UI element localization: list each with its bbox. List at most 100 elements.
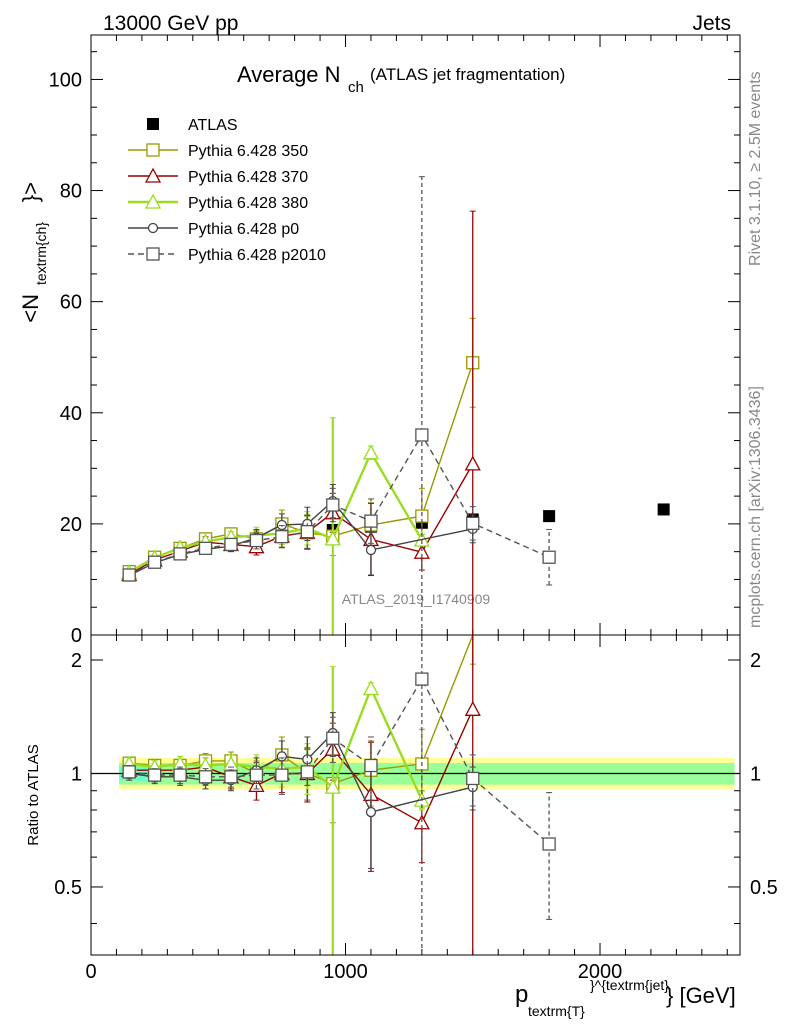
y-tick-label-top: 20 — [60, 514, 82, 536]
data-point — [248, 776, 265, 793]
y-tick-label-top: 40 — [60, 403, 82, 425]
data-point — [326, 731, 340, 745]
ratio-series-layer — [121, 634, 556, 956]
data-point — [198, 541, 213, 555]
side-version-text: Rivet 3.1.10, ≥ 2.5M events — [747, 71, 764, 266]
y-axis-label-main: }> — [18, 182, 43, 202]
data-point — [276, 751, 288, 762]
x-axis-label-main: p — [515, 981, 528, 1008]
y-tick-label-ratio: 2 — [71, 650, 82, 672]
data-point — [362, 444, 380, 460]
legend-label: Pythia 6.428 370 — [188, 169, 308, 186]
data-point — [275, 768, 289, 782]
series-pythia-6-428-p2010 — [122, 176, 556, 636]
header-right: Jets — [692, 12, 731, 35]
series-pythia-6-428-370 — [121, 210, 481, 636]
header-left: 13000 GeV pp — [103, 12, 238, 35]
y-tick-label-ratio-right: 1 — [750, 763, 761, 785]
y-axis-label-sub: textrm{ch} — [33, 222, 49, 285]
data-point — [249, 768, 264, 782]
data-point — [173, 547, 187, 561]
legend-label: Pythia 6.428 p2010 — [188, 247, 326, 264]
bottom-axis-ticks: 0 1000 2000 0.5 0.5 1 1 2 2 — [54, 635, 778, 983]
data-point — [146, 247, 160, 261]
data-point — [224, 537, 238, 552]
legend-entry: Pythia 6.428 p0 — [128, 221, 299, 238]
legend-entry: Pythia 6.428 350 — [128, 143, 308, 160]
data-point — [326, 498, 340, 512]
series-pythia-6-428-380 — [121, 666, 430, 956]
chart-title-note: (ATLAS jet fragmentation) — [370, 65, 565, 84]
data-point — [365, 544, 377, 556]
side-source-text: mcplots.cern.ch [arXiv:1306.3436] — [747, 386, 764, 628]
data-point — [300, 525, 314, 539]
data-point — [364, 758, 378, 773]
data-point — [542, 550, 556, 564]
data-point — [413, 543, 430, 559]
legend-label: Pythia 6.428 380 — [188, 195, 308, 212]
data-point — [464, 455, 481, 471]
y-axis-label-top: }> textrm{ch} <N — [18, 182, 49, 323]
data-point — [275, 530, 289, 544]
data-point — [122, 765, 136, 779]
y-tick-label-top: 80 — [60, 181, 82, 203]
y-tick-label-ratio-right: 2 — [750, 650, 761, 672]
data-point — [466, 516, 480, 530]
data-point — [415, 672, 429, 686]
data-point — [300, 765, 314, 779]
data-point — [144, 167, 162, 183]
x-tick-label: 0 — [85, 961, 96, 983]
data-point — [147, 222, 159, 234]
analysis-watermark: ATLAS_2019_I1740909 — [342, 591, 491, 607]
data-point — [543, 510, 556, 523]
chart-title: Average N — [237, 62, 341, 87]
x-axis-label-unit: } [GeV] — [666, 983, 736, 1008]
legend-entry: ATLAS — [147, 117, 238, 134]
data-point — [324, 778, 341, 794]
data-point — [324, 530, 341, 546]
x-tick-label: 1000 — [323, 961, 368, 983]
data-point — [365, 806, 377, 818]
data-point — [224, 770, 238, 784]
top-series-layer — [121, 176, 670, 636]
data-point — [122, 568, 136, 582]
series-pythia-6-428-p2010 — [122, 634, 556, 956]
y-tick-label-ratio: 0.5 — [54, 877, 82, 899]
y-axis-label-ratio: Ratio to ATLAS — [25, 744, 42, 845]
data-point — [364, 514, 378, 528]
data-point — [249, 533, 264, 548]
y-tick-label-top: 60 — [60, 292, 82, 314]
data-point — [147, 555, 162, 569]
data-point — [542, 837, 556, 851]
data-point — [362, 680, 380, 696]
top-axis-ticks: 0 20 40 60 80 100 — [49, 35, 740, 647]
data-point — [657, 503, 670, 516]
data-point — [466, 771, 480, 786]
x-tick-label: 2000 — [578, 961, 623, 983]
data-point — [415, 428, 429, 442]
legend-entry: Pythia 6.428 380 — [128, 193, 308, 212]
legend-label: Pythia 6.428 350 — [188, 143, 308, 160]
chart-title-sub: ch — [348, 79, 364, 96]
y-tick-label-ratio: 1 — [71, 763, 82, 785]
x-axis-label-sub: textrm{T} — [528, 1003, 585, 1019]
y-tick-label-top: 0 — [71, 625, 82, 647]
y-tick-label-ratio-right: 0.5 — [750, 877, 778, 899]
data-point — [173, 768, 187, 782]
data-point — [276, 519, 288, 531]
y-tick-label-top: 100 — [49, 69, 82, 91]
legend-label: Pythia 6.428 p0 — [188, 221, 299, 238]
legend-label: ATLAS — [188, 117, 238, 134]
y-axis-label-open: <N — [18, 294, 43, 323]
data-point — [147, 768, 162, 782]
data-point — [146, 143, 160, 157]
x-axis-label-sup: }^{textrm{jet} — [590, 977, 669, 993]
data-point — [198, 770, 213, 784]
legend-entry: Pythia 6.428 p2010 — [128, 247, 326, 264]
data-point — [464, 700, 481, 716]
legend: ATLAS Pythia 6.428 350 Pythia 6.428 370 Pyt… — [128, 117, 326, 264]
x-axis-label: p textrm{T} }^{textrm{jet} } [GeV] — [515, 977, 736, 1019]
legend-entry: Pythia 6.428 370 — [128, 167, 308, 186]
data-point — [144, 193, 162, 209]
